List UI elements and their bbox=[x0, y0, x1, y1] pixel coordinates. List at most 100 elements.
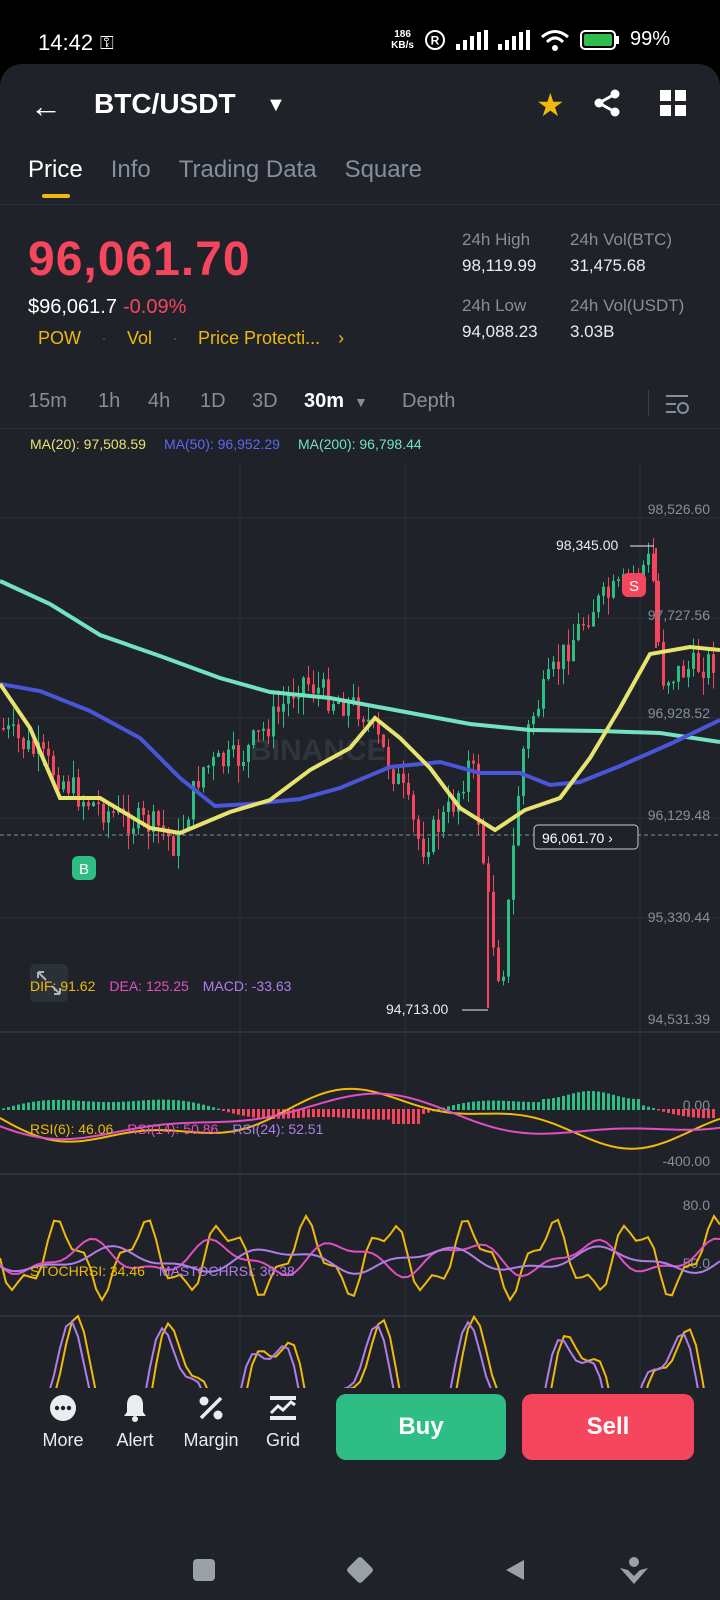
candle-body bbox=[662, 641, 665, 686]
buy-marker-label: B bbox=[79, 861, 89, 878]
grid-bot-button[interactable]: Grid bbox=[248, 1390, 318, 1451]
macd-histogram-bar bbox=[362, 1109, 365, 1120]
chevron-right-icon[interactable]: › bbox=[338, 328, 345, 348]
back-arrow-icon[interactable]: ← bbox=[30, 88, 62, 124]
candle-body bbox=[22, 738, 25, 750]
app-screen: ← BTC/USDT ▼ ★ Price Info Trading Data S… bbox=[0, 64, 720, 1600]
macd-histogram-bar bbox=[517, 1101, 520, 1110]
more-button[interactable]: More bbox=[28, 1390, 98, 1451]
macd-histogram-bar bbox=[92, 1101, 95, 1110]
candle-body bbox=[72, 777, 75, 794]
tag-vol[interactable]: Vol bbox=[127, 328, 153, 348]
pair-title[interactable]: BTC/USDT bbox=[94, 88, 236, 119]
candle-body bbox=[157, 811, 160, 826]
interval-15m[interactable]: 15m bbox=[28, 390, 67, 412]
recents-icon[interactable] bbox=[192, 1558, 216, 1582]
macd-histogram-bar bbox=[137, 1100, 140, 1110]
interval-30m[interactable]: 30m bbox=[304, 390, 345, 412]
battery-percent: 99% bbox=[629, 28, 670, 50]
candle-body bbox=[582, 623, 585, 626]
candle-body bbox=[62, 781, 65, 790]
header: ← BTC/USDT ▼ ★ bbox=[0, 64, 720, 144]
macd-histogram-bar bbox=[2, 1108, 5, 1110]
interval-4h[interactable]: 4h bbox=[148, 390, 171, 412]
candle-body bbox=[482, 824, 485, 864]
status-bar: 14:42 ⚿ 186 KB/s R 99% bbox=[0, 0, 720, 64]
sell-marker-label: S bbox=[629, 578, 639, 595]
signal-icon bbox=[455, 29, 488, 50]
low-marker-label: 94,713.00 bbox=[386, 1001, 448, 1017]
macd-histogram-bar bbox=[687, 1109, 690, 1117]
tab-square[interactable]: Square bbox=[344, 156, 422, 183]
grid-icon[interactable] bbox=[660, 90, 686, 116]
ma20-label: MA(20): 97,508.59 bbox=[30, 436, 146, 452]
macd-histogram-bar bbox=[287, 1109, 290, 1119]
macd-histogram-bar bbox=[612, 1094, 615, 1110]
candle-body bbox=[652, 553, 655, 581]
macd-histogram-bar bbox=[217, 1108, 220, 1110]
macd-histogram-bar bbox=[62, 1099, 65, 1110]
candle-body bbox=[707, 654, 710, 678]
candle-body bbox=[162, 825, 165, 830]
sell-button[interactable]: Sell bbox=[522, 1394, 694, 1460]
macd-histogram-bar bbox=[632, 1098, 635, 1110]
ma50-line bbox=[0, 682, 720, 809]
star-icon[interactable]: ★ bbox=[536, 87, 565, 123]
candle-body bbox=[687, 668, 690, 678]
svg-text:R: R bbox=[431, 33, 440, 47]
macd-histogram-bar bbox=[492, 1100, 495, 1110]
macd-histogram-bar bbox=[222, 1109, 225, 1111]
candle-body bbox=[57, 775, 60, 790]
divider bbox=[0, 428, 720, 429]
home-icon[interactable] bbox=[344, 1554, 376, 1586]
interval-3d[interactable]: 3D bbox=[252, 390, 278, 412]
tab-info[interactable]: Info bbox=[110, 156, 151, 183]
buy-button[interactable]: Buy bbox=[336, 1394, 506, 1460]
candle-body bbox=[337, 701, 340, 704]
alert-button[interactable]: Alert bbox=[100, 1390, 170, 1451]
candle-body bbox=[487, 863, 490, 892]
tag-separator: · bbox=[172, 328, 179, 348]
candle-body bbox=[437, 819, 440, 833]
macd-histogram-bar bbox=[52, 1099, 55, 1110]
tag-pow[interactable]: POW bbox=[38, 328, 81, 348]
tab-trading-data[interactable]: Trading Data bbox=[178, 156, 317, 183]
back-nav-icon[interactable] bbox=[504, 1558, 526, 1582]
macd-histogram-bar bbox=[382, 1109, 385, 1120]
macd-histogram-bar bbox=[472, 1101, 475, 1110]
candle-body bbox=[542, 679, 545, 709]
caret-down-icon[interactable]: ▼ bbox=[266, 94, 286, 116]
share-icon[interactable] bbox=[592, 88, 622, 118]
macd-histogram-bar bbox=[132, 1101, 135, 1110]
macd-histogram-bar bbox=[87, 1101, 90, 1110]
macd-histogram-bar bbox=[447, 1106, 450, 1110]
chart-settings-icon[interactable] bbox=[664, 392, 690, 416]
macd-histogram-bar bbox=[42, 1100, 45, 1110]
macd-histogram-bar bbox=[127, 1101, 130, 1110]
macd-histogram-bar bbox=[637, 1098, 640, 1110]
macd-histogram-bar bbox=[457, 1104, 460, 1110]
tag-price-protection[interactable]: Price Protecti... bbox=[198, 328, 321, 348]
macd-histogram-bar bbox=[257, 1109, 260, 1119]
more-icon bbox=[50, 1395, 76, 1421]
candle-body bbox=[217, 752, 220, 757]
ma20-line bbox=[0, 644, 720, 836]
candle-body bbox=[462, 791, 465, 794]
assistant-icon[interactable] bbox=[618, 1554, 650, 1586]
candle-body bbox=[477, 763, 480, 825]
candle-body bbox=[52, 755, 55, 776]
macd-histogram-bar bbox=[437, 1108, 440, 1110]
macd-histogram-bar bbox=[537, 1102, 540, 1110]
interval-depth[interactable]: Depth bbox=[402, 390, 456, 412]
macd-histogram-bar bbox=[37, 1100, 40, 1110]
price-chart[interactable]: BINANCE 98,526.60 97,727.56 96,928.52 96,12… bbox=[0, 428, 720, 1388]
macd-histogram-bar bbox=[667, 1109, 670, 1114]
tab-price[interactable]: Price bbox=[28, 156, 83, 198]
caret-down-icon[interactable]: ▼ bbox=[354, 394, 368, 410]
macd-axis-label: -400.00 bbox=[663, 1153, 711, 1169]
interval-1d[interactable]: 1D bbox=[200, 390, 226, 412]
candle-body bbox=[192, 781, 195, 820]
margin-button[interactable]: Margin bbox=[176, 1390, 246, 1451]
interval-1h[interactable]: 1h bbox=[98, 390, 121, 412]
macd-dif-label: DIF: 91.62 bbox=[30, 978, 96, 994]
